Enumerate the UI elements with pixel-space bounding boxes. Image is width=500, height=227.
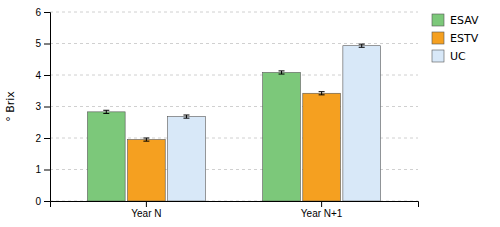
legend-swatch [432, 50, 444, 62]
error-bar [319, 92, 325, 95]
tick: Year N+1 [301, 201, 343, 219]
tick-label: 5 [35, 38, 41, 49]
legend-label: ESTV [450, 32, 479, 45]
x-axis: Year N Year N+1 [51, 201, 419, 219]
tick-label: 6 [35, 7, 41, 18]
error-bar [183, 115, 189, 118]
grid-line [50, 12, 418, 13]
tick-mark [44, 44, 50, 45]
tick-mark [44, 12, 50, 13]
legend: ESAV ESTV UC [432, 14, 479, 63]
error-bar [359, 44, 365, 47]
tick-mark [44, 107, 50, 108]
tick-label: Year N [131, 208, 161, 219]
tick-label: 2 [35, 133, 41, 144]
legend-item: UC [432, 50, 466, 63]
axis-line [44, 13, 51, 202]
error-bar [103, 110, 109, 113]
tick: 4 [35, 70, 50, 81]
legend-item: ESTV [432, 32, 479, 45]
tick: 5 [35, 38, 50, 49]
tick-label: Year N+1 [301, 208, 343, 219]
tick-mark [44, 170, 50, 171]
legend-swatch [432, 32, 444, 44]
error-bar [279, 71, 285, 74]
tick-label: 3 [35, 101, 41, 112]
tick: Year N [131, 201, 161, 219]
bar [343, 46, 381, 201]
bar [128, 140, 166, 201]
tick-mark [44, 138, 50, 139]
tick: 2 [35, 133, 50, 144]
plot: 0 1 2 3 4 5 6 Year N Year N+1 ° Brix [4, 7, 419, 219]
tick: 3 [35, 101, 50, 112]
y-axis: 0 1 2 3 4 5 6 [35, 7, 50, 207]
bar [303, 93, 341, 201]
bar [263, 72, 301, 201]
tick-mark [146, 201, 147, 207]
tick-label: 0 [35, 196, 41, 207]
tick-mark [44, 75, 50, 76]
tick-label: 1 [35, 164, 41, 175]
bar [168, 117, 206, 201]
axis-line [51, 202, 419, 208]
bar [87, 112, 125, 201]
legend-label: ESAV [450, 14, 479, 27]
legend-swatch [432, 14, 444, 26]
tick: 6 [35, 7, 50, 18]
error-bar [143, 138, 149, 141]
legend-label: UC [450, 50, 466, 63]
grid [50, 12, 418, 201]
tick-mark [321, 201, 322, 207]
series [128, 92, 341, 201]
legend-item: ESAV [432, 14, 479, 27]
tick: 1 [35, 164, 50, 175]
series [168, 44, 381, 201]
tick: 0 [35, 196, 50, 207]
marks [87, 44, 380, 201]
tick-label: 4 [35, 70, 41, 81]
tick-mark [44, 201, 50, 202]
chart: 0 1 2 3 4 5 6 Year N Year N+1 ° Brix ESAV ESTV UC [0, 0, 500, 227]
axis-title: ° Brix [4, 91, 17, 122]
series [87, 71, 300, 201]
